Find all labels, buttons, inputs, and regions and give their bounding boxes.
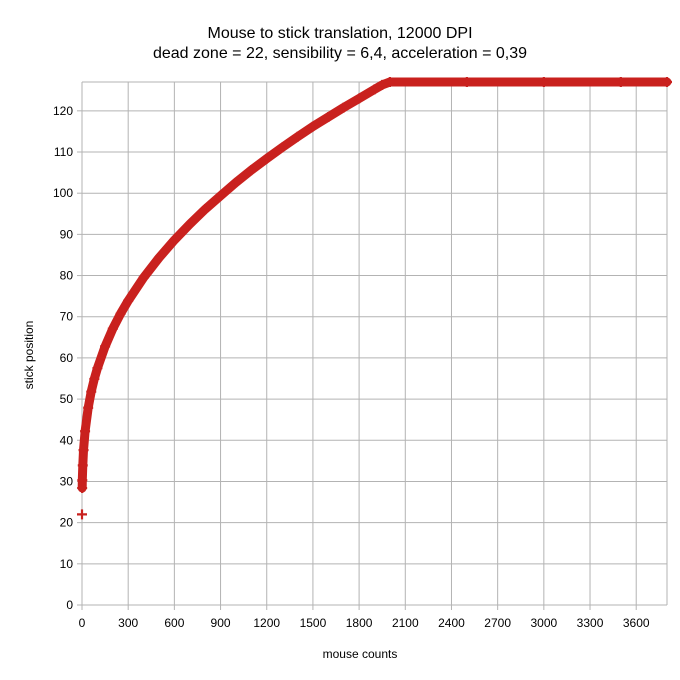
data-point <box>123 295 134 306</box>
data-point <box>323 112 334 123</box>
x-tick-label: 300 <box>118 616 138 630</box>
series-curve <box>77 77 672 493</box>
data-point <box>77 475 88 486</box>
data-point <box>338 102 349 113</box>
data-point <box>615 77 626 87</box>
data-point <box>80 426 91 437</box>
x-tick-label: 1200 <box>253 616 280 630</box>
y-tick-label: 120 <box>53 104 73 118</box>
data-point <box>369 84 380 95</box>
chart-subtitle: dead zone = 22, sensibility = 6,4, accel… <box>152 45 528 62</box>
x-tick-label: 600 <box>164 616 184 630</box>
data-point <box>261 153 272 164</box>
y-tick-label: 70 <box>60 310 74 324</box>
data-point <box>538 77 549 87</box>
data-point <box>384 77 395 87</box>
data-point <box>77 509 87 520</box>
data-point <box>215 190 226 201</box>
data-point <box>100 341 111 352</box>
data-point <box>307 121 318 132</box>
data-point <box>230 177 241 188</box>
data-point <box>86 386 97 397</box>
y-tick-label: 50 <box>60 392 74 406</box>
data-point <box>107 323 118 334</box>
data-point <box>169 235 180 246</box>
data-point <box>200 204 211 215</box>
x-tick-label: 3300 <box>577 616 604 630</box>
x-tick-label: 1500 <box>300 616 327 630</box>
y-tick-label: 110 <box>54 145 73 159</box>
data-point <box>92 363 103 374</box>
y-tick-label: 60 <box>60 351 74 365</box>
data-point <box>77 460 88 471</box>
y-tick-label: 80 <box>60 269 74 283</box>
y-tick-label: 10 <box>60 557 74 571</box>
data-point <box>184 219 195 230</box>
y-axis-label: stick position <box>22 320 36 390</box>
data-point <box>89 373 100 384</box>
x-tick-label: 3600 <box>623 616 650 630</box>
data-point <box>115 308 126 319</box>
data-point <box>153 252 164 263</box>
data-point <box>246 165 257 176</box>
y-tick-label: 100 <box>53 186 73 200</box>
x-tick-label: 2400 <box>438 616 465 630</box>
y-tick-label: 20 <box>60 516 74 530</box>
data-point <box>377 79 388 90</box>
x-tick-label: 2700 <box>484 616 511 630</box>
data-point <box>138 272 149 283</box>
y-tick-label: 90 <box>60 227 74 241</box>
data-point <box>461 77 472 87</box>
y-tick-label: 30 <box>60 474 74 488</box>
x-tick-label: 900 <box>211 616 231 630</box>
x-tick-label: 0 <box>79 616 86 630</box>
x-tick-label: 3000 <box>530 616 557 630</box>
x-tick-label: 2100 <box>392 616 419 630</box>
y-tick-label: 0 <box>66 598 73 612</box>
data-point <box>662 77 672 87</box>
x-axis-label: mouse counts <box>322 647 398 661</box>
data-point <box>83 402 94 413</box>
data-point <box>277 142 288 153</box>
x-tick-label: 1800 <box>346 616 373 630</box>
chart-title: Mouse to stick translation, 12000 DPI <box>207 25 473 42</box>
y-tick-label: 40 <box>60 433 74 447</box>
data-point <box>292 131 303 142</box>
data-point <box>354 93 365 104</box>
data-point <box>78 445 89 456</box>
